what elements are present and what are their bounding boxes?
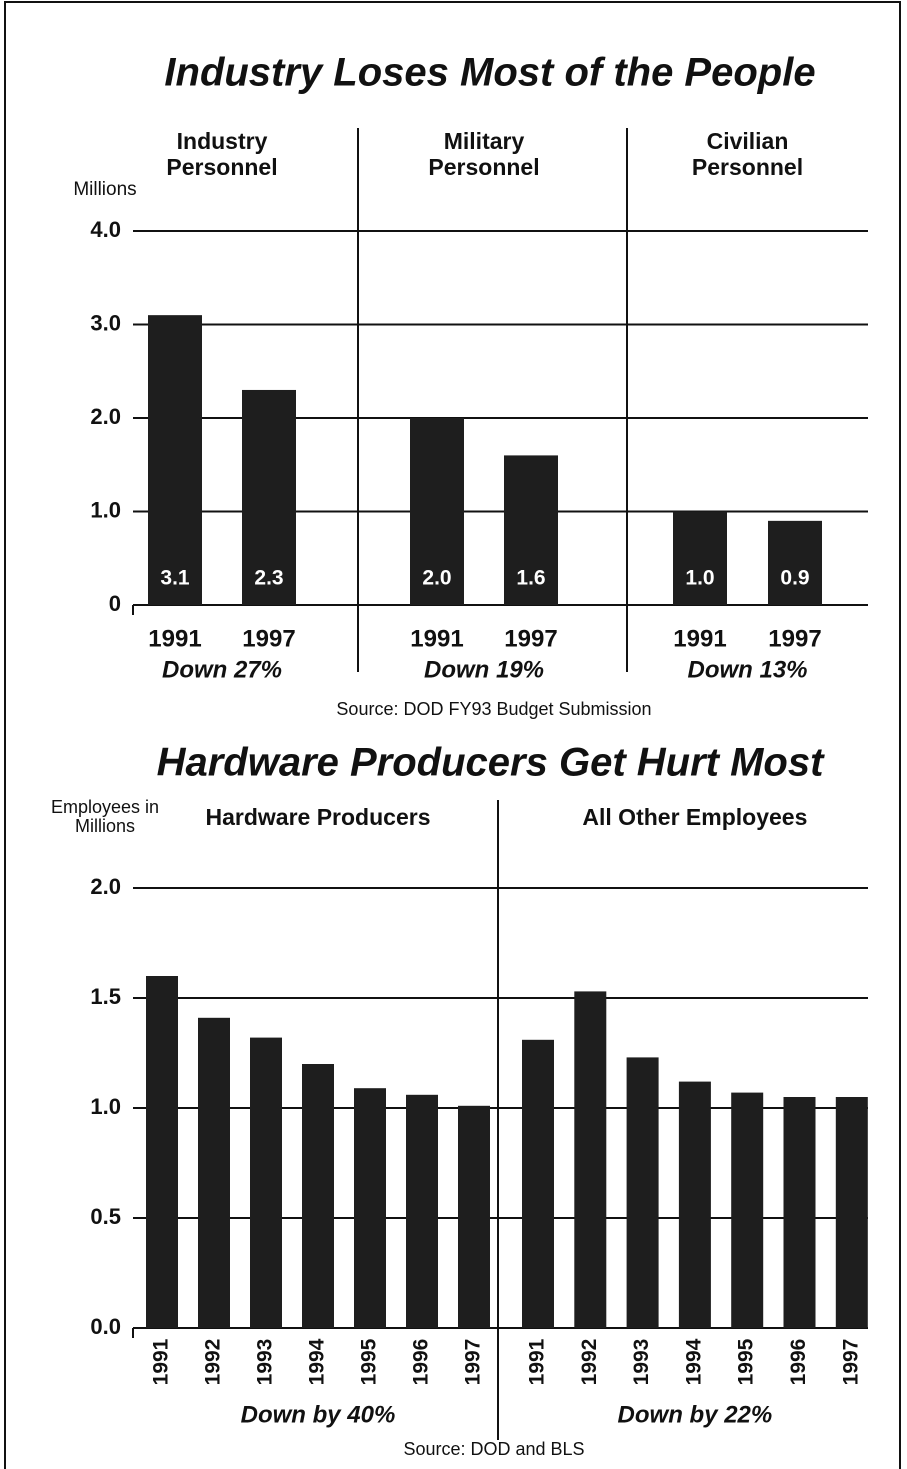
chart-title: Hardware Producers Get Hurt Most — [157, 741, 825, 785]
x-tick-label: 1997 — [504, 625, 557, 652]
bar — [783, 1097, 816, 1328]
y-tick-label: 1.0 — [90, 1094, 121, 1119]
bar — [302, 1064, 334, 1328]
bar — [673, 511, 727, 605]
bar — [522, 1039, 554, 1328]
x-tick-label: 1993 — [630, 1339, 653, 1386]
frame — [4, 1, 901, 1469]
value-label: 0.9 — [780, 567, 809, 590]
panel-title: Civilian Personnel — [691, 128, 804, 181]
x-tick-label: 1996 — [410, 1339, 433, 1386]
panel-title: Industry Personnel — [166, 128, 278, 181]
bar — [410, 418, 464, 605]
bar — [458, 1105, 490, 1328]
x-tick-label: 1997 — [242, 625, 295, 652]
bar — [354, 1088, 386, 1328]
annotation: Down by 22% — [618, 1401, 773, 1428]
y-tick-label: 4.0 — [90, 217, 121, 242]
x-tick-label: 1995 — [735, 1338, 758, 1385]
bar — [731, 1092, 764, 1328]
bar — [250, 1037, 282, 1328]
annotation: Down 13% — [687, 656, 807, 683]
x-tick-label: 1997 — [839, 1339, 862, 1386]
x-tick-label: 1991 — [148, 625, 201, 652]
y-axis-label: Millions — [73, 179, 137, 200]
value-label: 1.6 — [516, 567, 545, 590]
panel-title: All Other Employees — [582, 804, 808, 830]
y-tick-label: 3.0 — [90, 310, 121, 335]
x-tick-label: 1993 — [254, 1339, 277, 1386]
bar — [626, 1057, 659, 1328]
bar — [835, 1097, 868, 1328]
bar — [242, 389, 296, 605]
x-tick-label: 1994 — [682, 1338, 705, 1385]
x-tick-label: 1992 — [202, 1339, 225, 1386]
y-tick-label: 0 — [109, 591, 121, 616]
x-tick-label: 1991 — [526, 1338, 549, 1385]
y-tick-label: 1.5 — [90, 984, 121, 1009]
x-tick-label: 1991 — [150, 1338, 173, 1385]
bar — [148, 315, 202, 605]
bar — [198, 1017, 230, 1328]
bar — [146, 976, 178, 1328]
bar — [678, 1081, 711, 1328]
x-tick-label: 1994 — [306, 1338, 329, 1385]
source: Source: DOD FY93 Budget Submission — [336, 699, 651, 719]
x-tick-label: 1991 — [673, 625, 726, 652]
value-label: 1.0 — [685, 567, 714, 590]
x-tick-label: 1997 — [462, 1339, 485, 1386]
x-tick-label: 1991 — [410, 625, 463, 652]
y-axis-label: Employees in Millions — [50, 797, 160, 836]
x-tick-label: 1995 — [358, 1338, 381, 1385]
annotation: Down by 40% — [241, 1401, 396, 1428]
panel-title: Military Personnel — [428, 128, 540, 181]
bar — [406, 1094, 438, 1328]
annotation: Down 19% — [424, 656, 544, 683]
bar — [574, 991, 607, 1328]
annotation: Down 27% — [162, 656, 282, 683]
value-label: 3.1 — [160, 567, 190, 590]
bar — [504, 455, 558, 605]
source: Source: DOD and BLS — [403, 1439, 584, 1459]
chart-title: Industry Loses Most of the People — [164, 51, 815, 95]
x-tick-label: 1996 — [787, 1339, 810, 1386]
x-tick-label: 1997 — [768, 625, 821, 652]
bar — [768, 520, 822, 605]
x-tick-label: 1992 — [578, 1339, 601, 1386]
value-label: 2.3 — [254, 567, 283, 590]
y-tick-label: 1.0 — [90, 497, 121, 522]
panel-title: Hardware Producers — [205, 804, 431, 830]
value-label: 2.0 — [422, 567, 451, 590]
y-tick-label: 2.0 — [90, 874, 121, 899]
y-tick-label: 0.5 — [90, 1204, 121, 1229]
y-tick-label: 0.0 — [90, 1314, 121, 1339]
y-tick-label: 2.0 — [90, 404, 121, 429]
